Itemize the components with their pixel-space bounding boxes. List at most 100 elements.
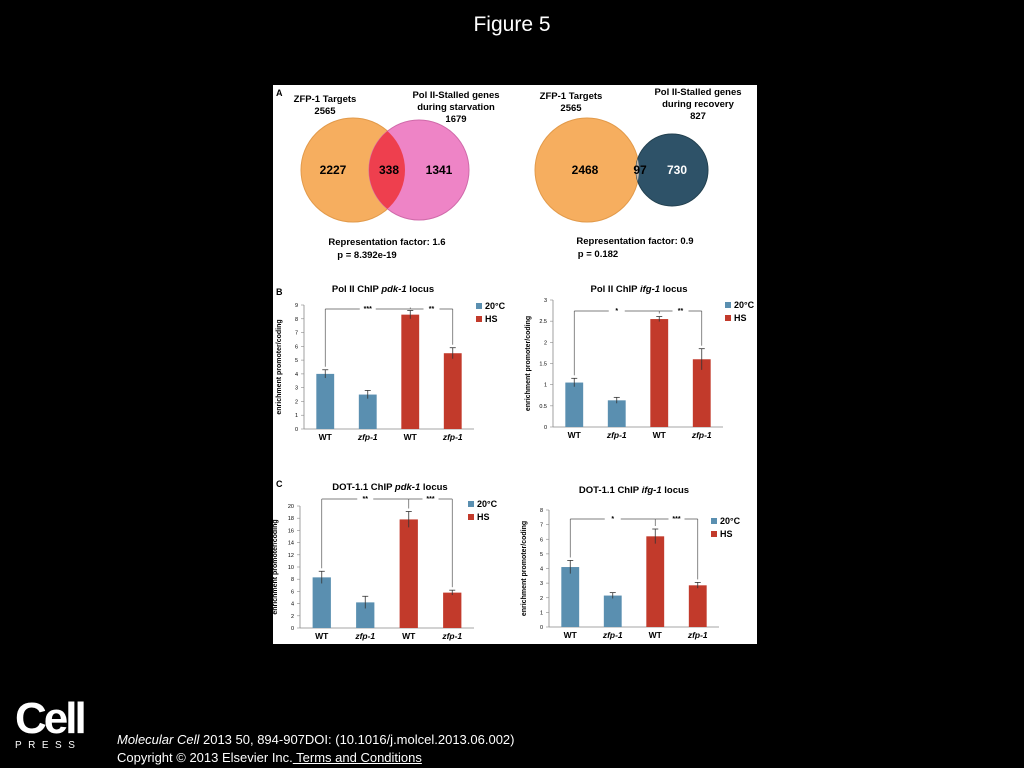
x-tick-label: WT — [315, 631, 329, 641]
legend-swatch — [725, 315, 731, 321]
venn-right-total: 1679 — [445, 114, 466, 125]
logo-word: Cell — [15, 694, 87, 743]
y-tick-label: 1 — [540, 610, 543, 616]
x-tick-label: WT — [404, 432, 418, 442]
y-axis-label: enrichment promoter/coding — [273, 519, 279, 614]
legend-swatch — [468, 501, 474, 507]
chart-title-suffix: locus — [660, 284, 687, 295]
legend-label: 20°C — [734, 300, 755, 310]
x-tick-label: WT — [402, 631, 416, 641]
terms-link[interactable]: Terms and Conditions — [292, 750, 422, 765]
significance-label-bg — [672, 307, 689, 314]
venn-p-value: p = 0.182 — [578, 249, 618, 260]
y-tick-label: 1.5 — [539, 362, 547, 368]
citation-line: Molecular Cell 2013 50, 894-907DOI: (10.… — [117, 731, 514, 749]
y-tick-label: 3 — [295, 386, 298, 392]
legend-label: HS — [485, 314, 498, 324]
y-tick-label: 0.5 — [539, 404, 547, 410]
y-tick-label: 2 — [291, 614, 294, 620]
venn-left-only-count: 2227 — [320, 163, 347, 177]
legend-swatch — [468, 514, 474, 520]
y-tick-label: 10 — [288, 565, 294, 571]
chart-title-gene: ifg-1 — [642, 485, 662, 496]
chart-title-suffix: locus — [662, 485, 689, 496]
y-tick-label: 4 — [295, 372, 298, 378]
y-tick-label: 5 — [540, 552, 543, 558]
y-tick-label: 0 — [544, 425, 547, 431]
bar — [692, 359, 711, 427]
y-tick-label: 2 — [544, 340, 547, 346]
panel-label-b: B — [276, 287, 283, 297]
y-tick-label: 0 — [291, 626, 294, 632]
significance-label: *** — [426, 496, 434, 503]
y-tick-label: 1 — [544, 383, 547, 389]
x-tick-label: WT — [653, 430, 667, 440]
legend-label: HS — [720, 529, 733, 539]
y-tick-label: 4 — [540, 567, 543, 573]
legend-label: HS — [734, 313, 747, 323]
significance-label-bg — [357, 495, 374, 502]
legend-swatch — [476, 303, 482, 309]
bar — [561, 567, 580, 627]
venn-left-title: ZFP-1 Targets — [294, 94, 357, 105]
venn-right-title-1: Pol II-Stalled genes — [654, 87, 741, 98]
venn-overlap-region — [369, 120, 405, 220]
chart-title: DOT-1.1 ChIP pdk-1 locus — [332, 482, 447, 493]
venn-p-value: p = 8.392e-19 — [337, 250, 396, 261]
significance-label: * — [615, 308, 618, 315]
x-tick-label: zfp-1 — [602, 630, 623, 640]
x-tick-label: zfp-1 — [357, 432, 378, 442]
y-tick-label: 14 — [288, 541, 294, 547]
figure-title: Figure 5 — [473, 13, 551, 36]
chart-title-suffix: locus — [407, 284, 434, 295]
legend-swatch — [711, 531, 717, 537]
significance-label: *** — [364, 306, 372, 313]
venn-right-total: 827 — [690, 111, 706, 122]
copyright-text: Copyright © 2013 Elsevier Inc. — [117, 750, 293, 765]
y-tick-label: 7 — [540, 523, 543, 529]
chart-polii-ifg1: Pol II ChIP ifg-1 locus 0 0.5 1 1.5 2 2.5 3 enri… — [525, 284, 755, 440]
bar — [399, 519, 418, 628]
significance-label-bg — [422, 495, 439, 502]
panel-label-a: A — [276, 88, 283, 98]
x-tick-label: zfp-1 — [606, 430, 627, 440]
chart-title-prefix: DOT-1.1 ChIP — [579, 485, 642, 496]
y-axis-label: enrichment promoter/coding — [276, 319, 283, 414]
bar — [688, 585, 707, 627]
y-tick-label: 9 — [295, 303, 298, 309]
legend-label: 20°C — [477, 499, 498, 509]
significance-label: ** — [678, 308, 684, 315]
y-tick-label: 3 — [540, 581, 543, 587]
chart-title-suffix: locus — [420, 482, 447, 493]
venn-diagram-recovery: ZFP-1 Targets 2565 Pol II-Stalled genes … — [534, 87, 742, 260]
significance-label: *** — [672, 516, 680, 523]
bar — [565, 382, 584, 427]
venn-diagram-starvation: ZFP-1 Targets 2565 Pol II-Stalled genes … — [294, 90, 500, 261]
y-tick-label: 2 — [540, 596, 543, 602]
chart-dot11-pdk1: DOT-1.1 ChIP pdk-1 locus 0 2 4 6 8 10 12 14 16 18 2… — [273, 482, 498, 641]
y-tick-label: 12 — [288, 553, 294, 559]
y-tick-label: 6 — [295, 344, 298, 350]
y-tick-label: 0 — [295, 427, 298, 433]
chart-dot11-ifg1: DOT-1.1 ChIP ifg-1 locus 0 1 2 3 4 5 6 7 8 enrichm… — [521, 485, 741, 640]
y-axis-label: enrichment promoter/coding — [521, 521, 528, 616]
chart-title: Pol II ChIP pdk-1 locus — [332, 284, 434, 295]
x-tick-label: zfp-1 — [691, 430, 712, 440]
y-tick-label: 7 — [295, 331, 298, 337]
chart-title-prefix: DOT-1.1 ChIP — [332, 482, 395, 493]
bar — [603, 595, 622, 627]
y-axis-label: enrichment promoter/coding — [525, 316, 532, 411]
chart-title: Pol II ChIP ifg-1 locus — [591, 284, 688, 295]
y-tick-label: 18 — [288, 516, 294, 522]
x-tick-label: WT — [649, 630, 663, 640]
bar — [316, 373, 335, 429]
x-tick-label: WT — [319, 432, 333, 442]
venn-representation-factor: Representation factor: 0.9 — [576, 236, 693, 247]
legend-swatch — [725, 302, 731, 308]
venn-right-only-count: 1341 — [426, 163, 453, 177]
significance-label-bg — [604, 515, 621, 522]
venn-right-title-1: Pol II-Stalled genes — [412, 90, 499, 101]
y-tick-label: 20 — [288, 504, 294, 510]
x-tick-label: zfp-1 — [354, 631, 375, 641]
significance-label: ** — [429, 306, 435, 313]
